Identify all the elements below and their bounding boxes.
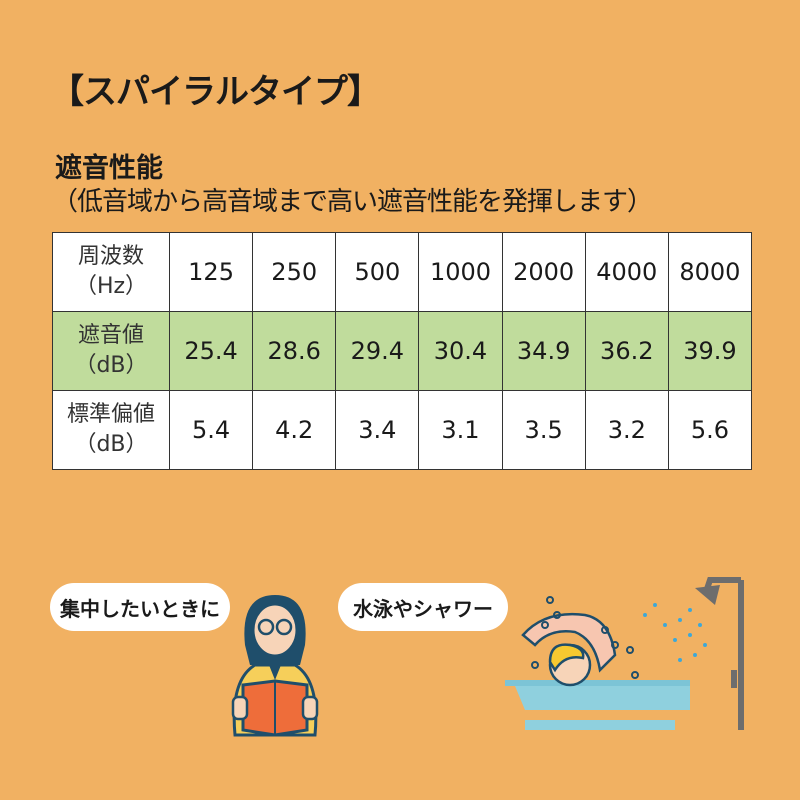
row-header-unit: （dB） — [74, 432, 148, 457]
table-row-attenuation: 遮音値 （dB） 25.4 28.6 29.4 30.4 34.9 36.2 39… — [52, 311, 753, 391]
table-cell: 5.6 — [667, 390, 753, 470]
row-header: 遮音値 （dB） — [52, 311, 170, 391]
swimmer-shower-illustration — [505, 577, 744, 730]
table-cell: 28.6 — [252, 311, 337, 391]
table-cell: 25.4 — [168, 311, 254, 391]
table-cell: 3.1 — [418, 390, 503, 470]
row-header: 周波数 （Hz） — [52, 232, 170, 312]
table-cell: 29.4 — [335, 311, 420, 391]
table-cell: 34.9 — [501, 311, 586, 391]
row-header: 標準偏値 （dB） — [52, 390, 170, 470]
section-heading: 遮音性能 — [55, 153, 163, 184]
table-cell: 250 — [252, 232, 337, 312]
table-row-frequency: 周波数 （Hz） 125 250 500 1000 2000 4000 8000 — [52, 232, 753, 312]
section-description: （低音域から高音域まで高い遮音性能を発揮します） — [52, 187, 653, 217]
table-cell: 3.2 — [584, 390, 669, 470]
table-cell: 5.4 — [168, 390, 254, 470]
row-header-label: 標準偏値 — [66, 402, 155, 427]
row-header-unit: （Hz） — [74, 274, 148, 299]
table-cell: 30.4 — [418, 311, 503, 391]
table-cell: 500 — [335, 232, 420, 312]
table-cell: 1000 — [418, 232, 503, 312]
sound-insulation-table: 周波数 （Hz） 125 250 500 1000 2000 4000 8000 … — [52, 232, 753, 470]
row-header-label: 周波数 — [77, 244, 144, 269]
table-cell: 2000 — [501, 232, 586, 312]
table-cell: 125 — [168, 232, 254, 312]
usecase-bubble-focus: 集中したいときに — [50, 583, 230, 631]
row-header-unit: （dB） — [74, 353, 148, 378]
table-cell: 4000 — [584, 232, 669, 312]
table-cell: 8000 — [667, 232, 753, 312]
page-title: 【スパイラルタイプ】 — [50, 72, 381, 112]
reading-person-illustration — [231, 595, 319, 737]
usecase-bubble-swim: 水泳やシャワー — [338, 583, 508, 631]
table-cell: 4.2 — [252, 390, 337, 470]
table-cell: 3.4 — [335, 390, 420, 470]
table-cell: 39.9 — [667, 311, 753, 391]
table-cell: 3.5 — [501, 390, 586, 470]
row-header-label: 遮音値 — [77, 323, 144, 348]
table-row-std-deviation: 標準偏値 （dB） 5.4 4.2 3.4 3.1 3.5 3.2 5.6 — [52, 390, 753, 470]
table-cell: 36.2 — [584, 311, 669, 391]
